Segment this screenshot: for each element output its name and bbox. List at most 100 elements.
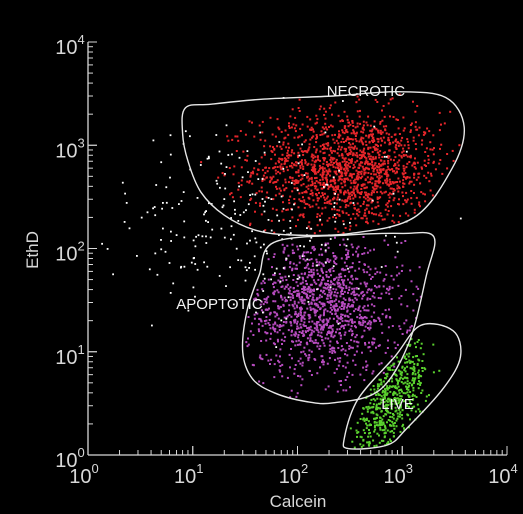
event-dot-necrotic bbox=[428, 130, 431, 133]
event-dot-ungated bbox=[251, 230, 253, 233]
event-dot-necrotic bbox=[326, 201, 329, 204]
event-dot-necrotic bbox=[314, 160, 317, 163]
event-dot-apoptotic bbox=[265, 297, 268, 300]
event-dot-apoptotic bbox=[336, 357, 339, 360]
event-dot-apoptotic bbox=[387, 339, 389, 342]
event-dot-necrotic bbox=[344, 227, 347, 229]
event-dot-live bbox=[377, 406, 380, 409]
event-dot-ungated bbox=[299, 245, 302, 247]
event-dot-apoptotic bbox=[303, 321, 306, 324]
event-dot-necrotic bbox=[360, 151, 363, 154]
event-dot-necrotic bbox=[301, 163, 303, 166]
event-dot-apoptotic bbox=[303, 302, 306, 305]
event-dot-necrotic bbox=[332, 149, 335, 152]
event-dot-necrotic bbox=[326, 180, 328, 183]
event-dot-necrotic bbox=[367, 199, 370, 202]
event-dot-necrotic bbox=[374, 143, 377, 146]
event-dot-apoptotic bbox=[342, 307, 345, 310]
event-dot-apoptotic bbox=[318, 284, 321, 287]
event-dot-live bbox=[394, 402, 397, 405]
event-dot-live bbox=[408, 382, 411, 385]
event-dot-necrotic bbox=[336, 209, 339, 212]
event-dot-ungated bbox=[275, 267, 278, 270]
event-dot-ungated bbox=[112, 273, 114, 276]
event-dot-apoptotic bbox=[283, 248, 286, 251]
event-dot-apoptotic bbox=[307, 262, 309, 265]
event-dot-necrotic bbox=[298, 98, 301, 101]
event-dot-necrotic bbox=[395, 138, 398, 141]
event-dot-apoptotic bbox=[328, 350, 331, 353]
event-dot-apoptotic bbox=[273, 328, 276, 331]
event-dot-apoptotic bbox=[309, 283, 312, 286]
event-dot-apoptotic bbox=[409, 269, 412, 272]
event-dot-necrotic bbox=[354, 194, 357, 197]
event-dot-live bbox=[416, 341, 419, 343]
event-dot-live bbox=[395, 387, 397, 389]
event-dot-necrotic bbox=[276, 179, 279, 182]
event-dot-necrotic bbox=[297, 206, 300, 209]
event-dot-apoptotic bbox=[349, 318, 352, 321]
event-dot-ungated bbox=[329, 286, 332, 289]
event-dot-necrotic bbox=[354, 178, 357, 181]
event-dot-necrotic bbox=[286, 152, 289, 155]
event-dot-apoptotic bbox=[339, 384, 342, 386]
event-dot-live bbox=[398, 408, 401, 411]
event-dot-apoptotic bbox=[330, 333, 333, 336]
event-dot-necrotic bbox=[432, 161, 435, 164]
event-dot-apoptotic bbox=[388, 308, 390, 311]
event-dot-necrotic bbox=[413, 173, 416, 176]
event-dot-necrotic bbox=[368, 153, 371, 156]
event-dot-ungated bbox=[168, 262, 171, 264]
event-dot-apoptotic bbox=[324, 323, 327, 326]
event-dot-apoptotic bbox=[348, 286, 351, 289]
event-dot-live bbox=[381, 391, 384, 394]
event-dot-apoptotic bbox=[350, 321, 353, 324]
event-dot-necrotic bbox=[314, 182, 317, 185]
event-dot-apoptotic bbox=[364, 247, 367, 249]
event-dot-live bbox=[360, 436, 363, 439]
event-dot-apoptotic bbox=[300, 308, 302, 311]
event-dot-necrotic bbox=[384, 129, 387, 132]
event-dot-apoptotic bbox=[350, 243, 353, 246]
event-dot-apoptotic bbox=[338, 360, 341, 363]
event-dot-apoptotic bbox=[378, 285, 381, 288]
event-dot-necrotic bbox=[418, 201, 421, 204]
event-dot-necrotic bbox=[396, 141, 399, 144]
event-dot-necrotic bbox=[321, 187, 324, 190]
event-dot-necrotic bbox=[376, 185, 379, 188]
event-dot-live bbox=[392, 422, 395, 425]
event-dot-necrotic bbox=[405, 154, 408, 157]
event-dot-necrotic bbox=[387, 210, 390, 212]
event-dot-live bbox=[365, 419, 368, 421]
event-dot-apoptotic bbox=[309, 295, 312, 297]
event-dot-apoptotic bbox=[373, 311, 376, 314]
event-dot-apoptotic bbox=[385, 273, 388, 276]
event-dot-apoptotic bbox=[288, 266, 291, 269]
event-dot-necrotic bbox=[361, 161, 364, 164]
event-dot-necrotic bbox=[368, 134, 371, 137]
event-dot-apoptotic bbox=[292, 274, 295, 276]
event-dot-ungated bbox=[189, 135, 191, 138]
event-dot-necrotic bbox=[350, 132, 353, 135]
event-dot-apoptotic bbox=[362, 319, 365, 322]
event-dot-apoptotic bbox=[276, 324, 279, 327]
event-dot-apoptotic bbox=[290, 389, 293, 392]
event-dot-apoptotic bbox=[328, 326, 331, 329]
event-dot-apoptotic bbox=[367, 304, 369, 307]
event-dot-apoptotic bbox=[355, 293, 358, 296]
event-dot-necrotic bbox=[413, 162, 416, 165]
event-dot-necrotic bbox=[285, 166, 288, 169]
event-dot-necrotic bbox=[331, 158, 334, 161]
event-dot-apoptotic bbox=[351, 291, 354, 294]
event-dot-apoptotic bbox=[373, 296, 376, 299]
event-dot-necrotic bbox=[334, 172, 337, 175]
event-dot-apoptotic bbox=[351, 262, 354, 265]
event-dot-necrotic bbox=[399, 214, 402, 217]
event-dot-necrotic bbox=[354, 181, 357, 184]
event-dot-necrotic bbox=[249, 175, 252, 178]
event-dot-apoptotic bbox=[366, 323, 369, 325]
event-dot-necrotic bbox=[416, 105, 419, 107]
event-dot-apoptotic bbox=[279, 306, 282, 308]
event-dot-live bbox=[365, 406, 368, 409]
event-dot-necrotic bbox=[386, 213, 389, 216]
